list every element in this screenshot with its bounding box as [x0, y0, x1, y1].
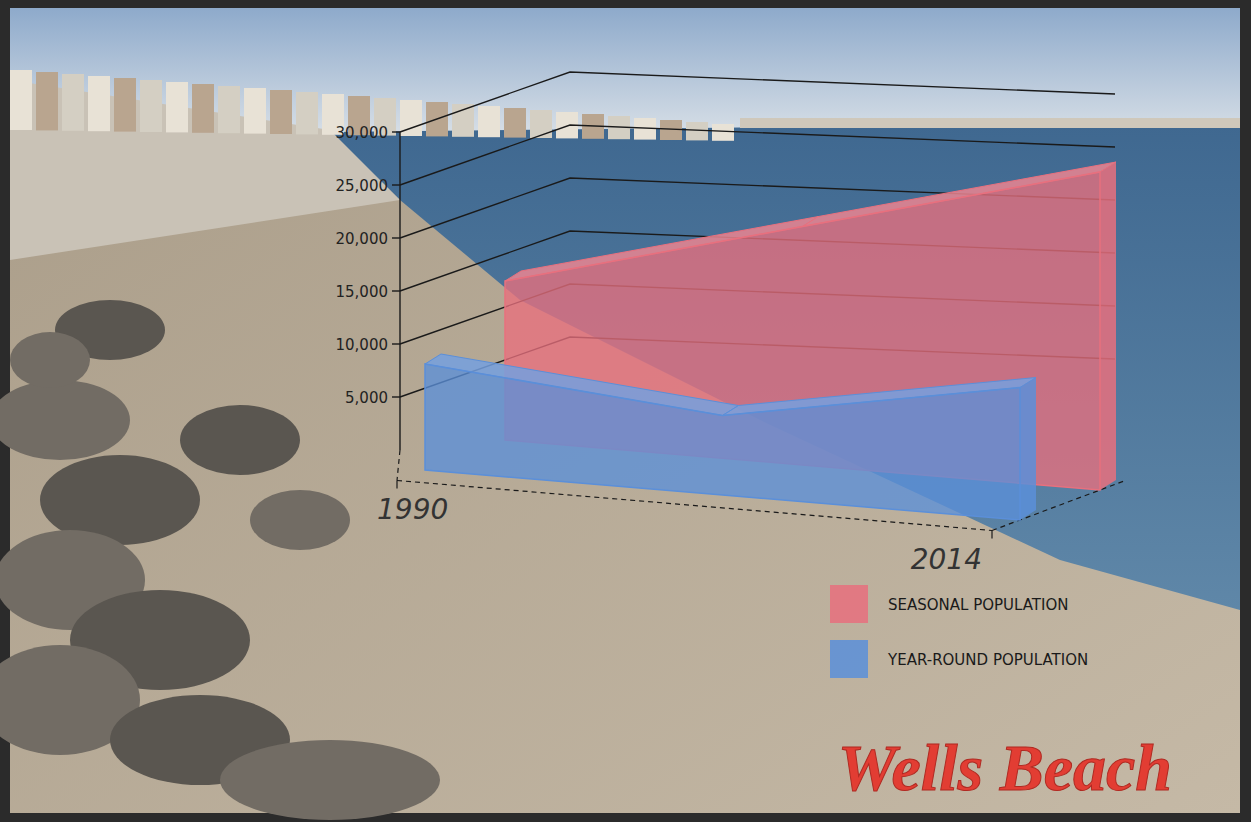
- legend-label: SEASONAL POPULATION: [888, 596, 1068, 614]
- area-depth: [1100, 162, 1116, 490]
- floor-line: [397, 450, 400, 481]
- tick-label: 5,000: [345, 389, 388, 407]
- photo-house: [712, 124, 734, 141]
- legend-swatch: [830, 640, 868, 678]
- tick-mark: [392, 290, 400, 291]
- photo-house: [686, 122, 708, 140]
- tick-mark: [991, 531, 992, 539]
- photo-house: [166, 82, 188, 132]
- photo-house: [296, 92, 318, 134]
- photo-sand: [10, 8, 1240, 813]
- area-depth: [1020, 378, 1036, 521]
- photo-house: [114, 78, 136, 132]
- tick-mark: [392, 131, 400, 132]
- photo-rock: [250, 490, 350, 550]
- legend-swatch: [830, 585, 868, 623]
- x-tick-label: 1990: [377, 493, 448, 526]
- tick-mark: [396, 481, 397, 489]
- photo-sea: [330, 122, 1240, 610]
- photo-rock: [220, 740, 440, 820]
- photo-sky: [10, 8, 1240, 133]
- y-axis-line: [399, 132, 400, 450]
- photo-rock: [0, 380, 130, 460]
- photo-house: [530, 110, 552, 138]
- tick-label: 10,000: [336, 336, 389, 354]
- tick-mark: [392, 237, 400, 238]
- photo-rock: [10, 332, 90, 388]
- x-tick-label: 2014: [911, 543, 982, 576]
- legend-label: YEAR-ROUND POPULATION: [887, 651, 1088, 669]
- photo-house: [504, 108, 526, 138]
- photo-distant-houses: [740, 118, 1240, 128]
- tick-label: 20,000: [336, 230, 389, 248]
- grid-line: [400, 125, 1115, 185]
- tick-mark: [392, 396, 400, 397]
- title: Wells Beach: [838, 731, 1172, 804]
- plot-area: [425, 162, 1116, 520]
- photo-house: [192, 84, 214, 133]
- photo-house: [244, 88, 266, 134]
- photo-house: [140, 80, 162, 132]
- area: [425, 364, 1020, 520]
- legend: SEASONAL POPULATION YEAR-ROUND POPULATION: [830, 585, 1088, 678]
- tick-mark: [392, 343, 400, 344]
- photo-house: [270, 90, 292, 134]
- photo-house: [452, 104, 474, 137]
- y-axis: 5,000 10,000 15,000 20,000 25,000 30,000 1990 2…: [336, 72, 1125, 576]
- tick-label: 30,000: [336, 124, 389, 142]
- chart: 5,000 10,000 15,000 20,000 25,000 30,000 1990 2…: [0, 0, 1251, 822]
- tick-label: 15,000: [336, 283, 389, 301]
- photo-house: [10, 70, 32, 130]
- frame: [0, 0, 1251, 822]
- photo-house: [36, 72, 58, 130]
- grid-line: [400, 72, 1115, 132]
- photo-rock: [180, 405, 300, 475]
- photo-house: [218, 86, 240, 133]
- photo-house: [478, 106, 500, 137]
- tick-label: 25,000: [336, 177, 389, 195]
- photo-house: [88, 76, 110, 131]
- tick-mark: [392, 184, 400, 185]
- photo-house: [62, 74, 84, 131]
